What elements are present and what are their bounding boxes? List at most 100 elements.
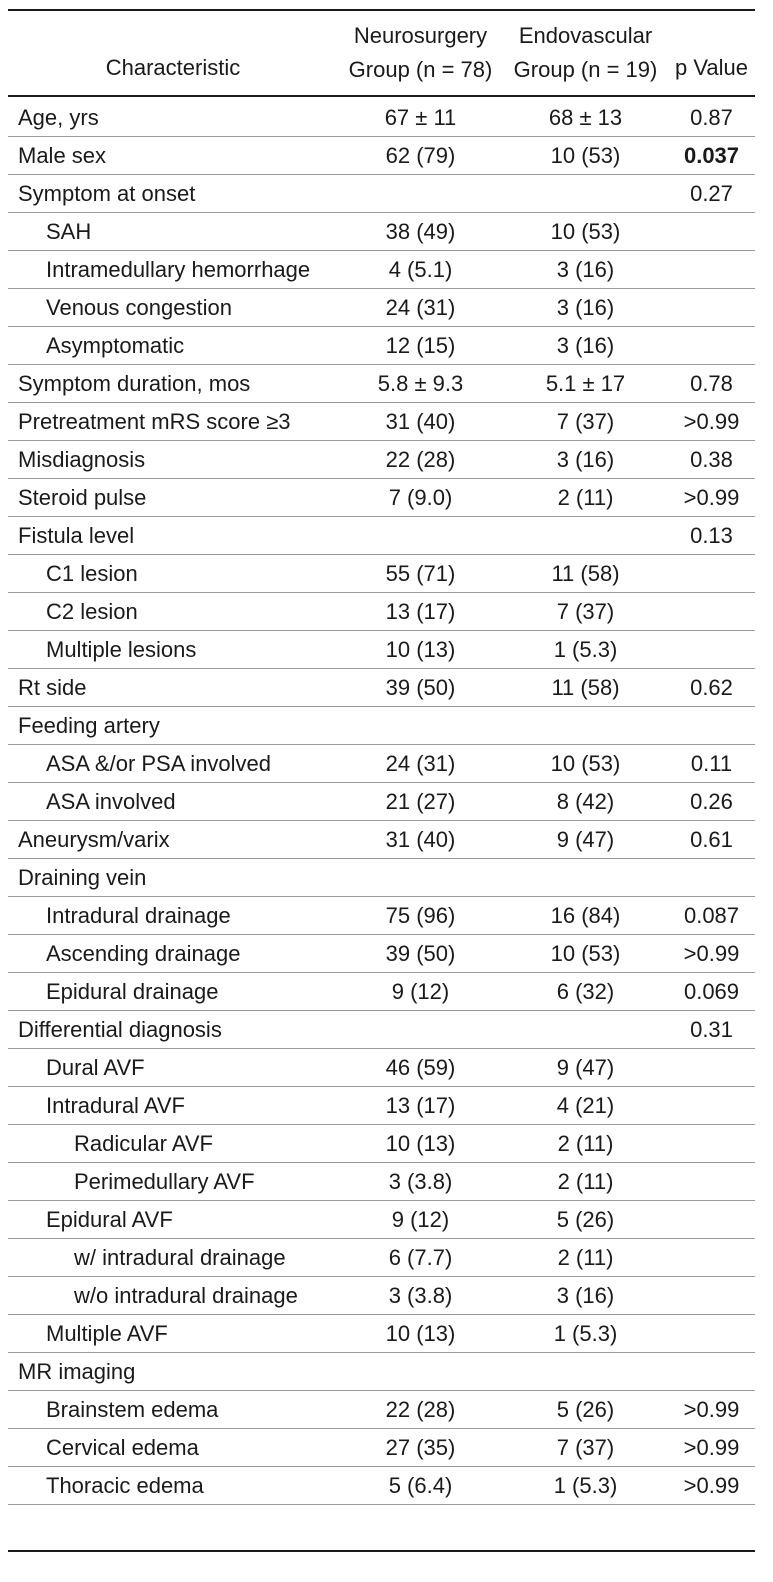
- row-p-value: 0.069: [683, 979, 740, 1004]
- row-label: Asymptomatic: [46, 333, 185, 358]
- row-neurosurgery-value: [338, 707, 503, 745]
- table-row: Aneurysm/varix 31 (40) 9 (47) 0.61: [8, 821, 755, 859]
- row-neurosurgery-value: 27 (35): [385, 1435, 456, 1460]
- row-label: Thoracic edema: [46, 1473, 204, 1498]
- row-label: Intradural drainage: [46, 903, 231, 928]
- row-endovascular-value: 4 (21): [556, 1093, 615, 1118]
- row-neurosurgery-value: 22 (28): [385, 1397, 456, 1422]
- table-row: ASA involved 21 (27) 8 (42) 0.26: [8, 783, 755, 821]
- row-label: ASA &/or PSA involved: [46, 751, 272, 776]
- row-label: ASA involved: [46, 789, 176, 814]
- row-endovascular-value: 5 (26): [556, 1207, 615, 1232]
- row-p-value: >0.99: [683, 1397, 740, 1422]
- row-neurosurgery-value: 5 (6.4): [388, 1473, 453, 1498]
- row-p-value: [668, 1277, 755, 1315]
- row-endovascular-value: 2 (11): [557, 1169, 614, 1194]
- row-endovascular-value: 6 (32): [556, 979, 615, 1004]
- row-neurosurgery-value: 3 (3.8): [388, 1283, 453, 1308]
- row-neurosurgery-value: 10 (13): [385, 1321, 456, 1346]
- row-p-value: [668, 1125, 755, 1163]
- row-label: Misdiagnosis: [18, 447, 146, 472]
- table-row: C1 lesion 55 (71) 11 (58): [8, 555, 755, 593]
- row-endovascular-value: 11 (58): [551, 675, 620, 700]
- row-p-value: [668, 1239, 755, 1277]
- row-neurosurgery-value: [338, 517, 503, 555]
- table-row: Intramedullary hemorrhage 4 (5.1) 3 (16): [8, 251, 755, 289]
- row-p-value: [668, 1315, 755, 1353]
- row-label: w/o intradural drainage: [74, 1283, 298, 1308]
- row-p-value: [668, 1049, 755, 1087]
- row-label: Differential diagnosis: [18, 1017, 222, 1042]
- row-endovascular-value: 10 (53): [550, 751, 621, 776]
- row-neurosurgery-value: 13 (17): [385, 599, 456, 624]
- row-endovascular-value: 7 (37): [556, 599, 615, 624]
- table-header: Characteristic Neurosurgery Group (n = 7…: [8, 11, 755, 95]
- table-row: Intradural AVF 13 (17) 4 (21): [8, 1087, 755, 1125]
- row-endovascular-value: 3 (16): [556, 257, 615, 282]
- row-neurosurgery-value: 9 (12): [391, 979, 450, 1004]
- row-p-value: 0.31: [690, 1017, 733, 1042]
- table-row: Differential diagnosis 0.31: [8, 1011, 755, 1049]
- row-neurosurgery-value: [338, 1353, 503, 1391]
- row-endovascular-value: 1 (5.3): [553, 1321, 618, 1346]
- row-endovascular-value: [503, 1353, 668, 1391]
- row-endovascular-value: 10 (53): [550, 941, 621, 966]
- row-label: Perimedullary AVF: [74, 1169, 255, 1194]
- row-p-value: >0.99: [683, 1473, 740, 1498]
- row-label: Male sex: [18, 143, 107, 168]
- row-endovascular-value: 11 (58): [551, 561, 620, 586]
- row-p-value: 0.037: [683, 143, 740, 168]
- table-row: Radicular AVF 10 (13) 2 (11): [8, 1125, 755, 1163]
- row-neurosurgery-value: 10 (13): [385, 1131, 456, 1156]
- table-row: MR imaging: [8, 1353, 755, 1391]
- row-label: Multiple lesions: [46, 637, 197, 662]
- table-row: Perimedullary AVF 3 (3.8) 2 (11): [8, 1163, 755, 1201]
- row-label: Aneurysm/varix: [18, 827, 170, 852]
- row-p-value: 0.78: [690, 371, 733, 396]
- row-endovascular-value: 68 ± 13: [548, 105, 623, 130]
- row-p-value: [668, 327, 755, 365]
- row-p-value: [668, 859, 755, 897]
- row-endovascular-value: [503, 175, 668, 213]
- row-endovascular-value: 5 (26): [556, 1397, 615, 1422]
- row-neurosurgery-value: 5.8 ± 9.3: [377, 371, 464, 396]
- row-neurosurgery-value: 39 (50): [385, 675, 456, 700]
- row-endovascular-value: 3 (16): [556, 447, 615, 472]
- row-label: Feeding artery: [18, 713, 160, 738]
- row-neurosurgery-value: 62 (79): [385, 143, 456, 168]
- row-label: C1 lesion: [46, 561, 138, 586]
- row-p-value: [668, 555, 755, 593]
- row-neurosurgery-value: 3 (3.8): [388, 1169, 453, 1194]
- table-row: Multiple lesions 10 (13) 1 (5.3): [8, 631, 755, 669]
- table-row: Feeding artery: [8, 707, 755, 745]
- table-row: Symptom duration, mos 5.8 ± 9.3 5.1 ± 17 0.…: [8, 365, 755, 403]
- row-endovascular-value: 10 (53): [550, 219, 621, 244]
- table-bottom-rule: [8, 1550, 755, 1552]
- row-neurosurgery-value: 9 (12): [391, 1207, 450, 1232]
- row-label: MR imaging: [18, 1359, 136, 1384]
- header-p-value: p Value: [675, 55, 748, 80]
- row-p-value: 0.38: [690, 447, 733, 472]
- row-endovascular-value: 5.1 ± 17: [545, 371, 626, 396]
- row-neurosurgery-value: [338, 175, 503, 213]
- row-label: Symptom duration, mos: [18, 371, 251, 396]
- row-endovascular-value: 3 (16): [556, 295, 615, 320]
- table-row: Fistula level 0.13: [8, 517, 755, 555]
- table-row: Dural AVF 46 (59) 9 (47): [8, 1049, 755, 1087]
- row-neurosurgery-value: 24 (31): [385, 751, 456, 776]
- header-neurosurgery-group: Neurosurgery Group (n = 78): [348, 23, 493, 82]
- table-row: Symptom at onset 0.27: [8, 175, 755, 213]
- table-row: Venous congestion 24 (31) 3 (16): [8, 289, 755, 327]
- table-row: Intradural drainage 75 (96) 16 (84) 0.087: [8, 897, 755, 935]
- table-row: Multiple AVF 10 (13) 1 (5.3): [8, 1315, 755, 1353]
- row-p-value: 0.61: [690, 827, 733, 852]
- table-row: Steroid pulse 7 (9.0) 2 (11) >0.99: [8, 479, 755, 517]
- row-p-value: 0.13: [690, 523, 733, 548]
- row-p-value: [668, 593, 755, 631]
- table-row: w/o intradural drainage 3 (3.8) 3 (16): [8, 1277, 755, 1315]
- row-p-value: [668, 289, 755, 327]
- row-neurosurgery-value: 21 (27): [385, 789, 456, 814]
- header-endovascular-group: Endovascular Group (n = 19): [513, 23, 658, 82]
- row-endovascular-value: 9 (47): [556, 827, 615, 852]
- row-label: Age, yrs: [18, 105, 99, 130]
